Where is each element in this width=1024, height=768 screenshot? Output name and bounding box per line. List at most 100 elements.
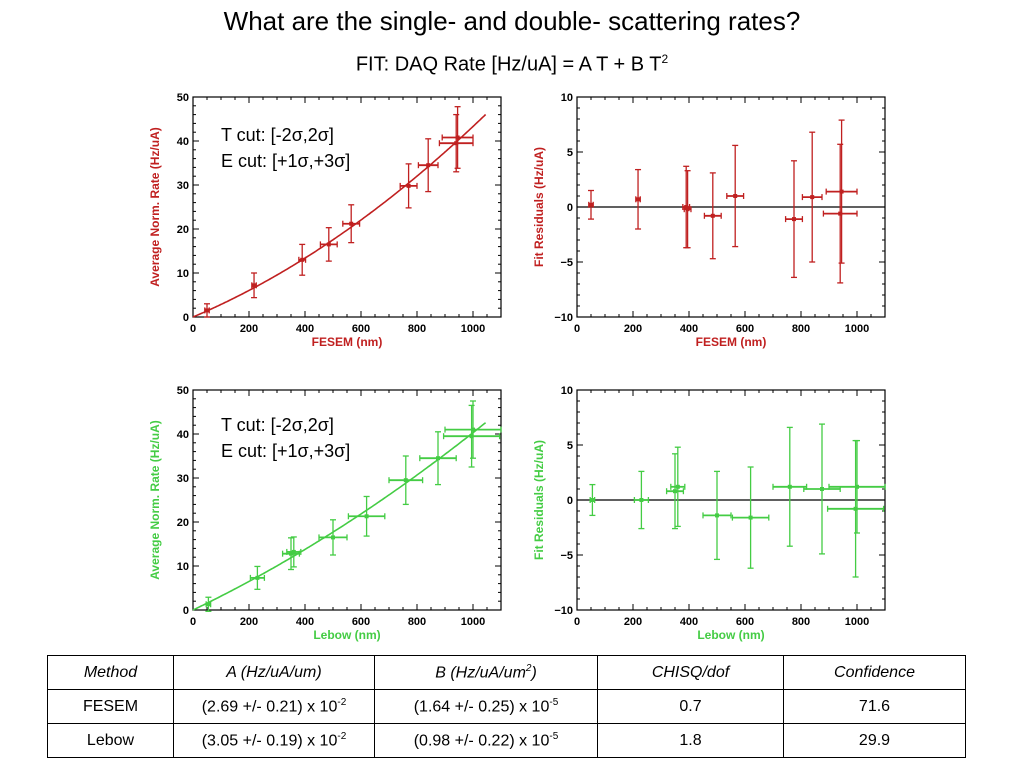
cell-a-exponent: -2: [337, 696, 347, 708]
table-header-row: Method A (Hz/uA/um) B (Hz/uA/um2) CHISQ/…: [47, 655, 966, 690]
point-marker: [810, 195, 815, 200]
fit-formula: FIT: DAQ Rate [Hz/uA] = A T + B T2: [0, 52, 1024, 77]
cell-confidence: 29.9: [783, 723, 966, 758]
point-marker: [205, 308, 209, 313]
point-marker: [685, 207, 690, 212]
point-marker: [426, 163, 431, 168]
y-tick-label: −10: [554, 312, 573, 324]
point-marker: [636, 197, 641, 202]
data-point: [702, 470, 732, 561]
point-marker: [255, 575, 260, 580]
point-marker: [855, 484, 859, 489]
data-point: [419, 431, 457, 486]
data-point: [318, 519, 348, 556]
data-point: [319, 227, 338, 262]
data-point: [633, 470, 650, 530]
point-marker: [455, 135, 460, 140]
fit-curve: [192, 113, 487, 318]
header-b-exponent: 2: [525, 662, 532, 674]
point-marker: [838, 211, 843, 216]
data-point: [635, 168, 642, 230]
y-tick-label: 0: [567, 202, 573, 214]
point-marker: [639, 498, 644, 502]
point-marker: [406, 183, 411, 188]
x-tick-label: 200: [240, 323, 258, 335]
header-b: B (Hz/uA/um2): [374, 655, 598, 690]
point-marker: [715, 513, 719, 518]
cell-b-value: (1.64 +/- 0.25) x 10: [413, 698, 550, 716]
x-axis-label: Lebow (nm): [313, 628, 380, 642]
data-point: [251, 272, 258, 299]
x-tick-label: 800: [792, 616, 810, 628]
y-tick-label: −10: [554, 605, 573, 617]
y-axis-label: Average Norm. Rate (Hz/uA): [148, 127, 162, 287]
data-point: [665, 453, 685, 530]
cell-chisq: 0.7: [597, 689, 784, 724]
cell-b-exponent: -5: [549, 730, 559, 742]
data-point: [399, 163, 418, 209]
lebow-residuals-chart: 0 200 400 600 800 1000 −10 −5 0 5 10 Lebow (nm) Fit …: [532, 385, 886, 642]
page-title: What are the single- and double- scatter…: [223, 6, 801, 36]
data-point: [803, 423, 841, 555]
point-marker: [252, 283, 257, 288]
x-tick-label: 800: [408, 616, 426, 628]
y-tick-label: 0: [183, 312, 189, 324]
data-point: [417, 138, 439, 193]
data-point: [589, 483, 596, 517]
data-point: [205, 596, 212, 612]
data-point: [204, 303, 210, 318]
x-axis-label: Lebow (nm): [697, 628, 764, 642]
cell-a-value: (3.05 +/- 0.19) x 10: [201, 732, 338, 750]
x-tick-label: 400: [680, 323, 698, 335]
data-point: [286, 536, 302, 568]
point-marker: [300, 257, 305, 262]
cell-b-exponent: -5: [549, 696, 559, 708]
x-tick-label: 1000: [845, 616, 869, 628]
fit-results-table: Method A (Hz/uA/um) B (Hz/uA/um2) CHISQ/…: [47, 655, 966, 758]
data-point: [438, 113, 474, 173]
data-point: [298, 243, 307, 276]
x-tick-label: 800: [792, 323, 810, 335]
x-tick-label: 0: [574, 616, 580, 628]
data-point: [670, 446, 686, 528]
point-marker: [589, 202, 593, 207]
x-tick-label: 200: [240, 616, 258, 628]
cell-a: (3.05 +/- 0.19) x 10-2: [173, 723, 375, 758]
y-tick-label: 10: [561, 385, 573, 397]
header-b-suffix: ): [531, 664, 537, 682]
header-method: Method: [47, 655, 174, 690]
y-tick-label: 10: [561, 92, 573, 104]
point-marker: [748, 515, 753, 520]
y-tick-label: 0: [183, 605, 189, 617]
point-marker: [436, 456, 440, 461]
e-cut-label: E cut: [+1σ,+3σ]: [221, 441, 351, 461]
point-marker: [590, 498, 595, 502]
data-point: [822, 143, 858, 284]
fesem-rate-chart: 0 200 400 600 800 1000 0 10 20 30 40 50 FESEM (nm) Av…: [148, 92, 502, 349]
point-marker: [289, 551, 293, 556]
cell-b: (1.64 +/- 0.25) x 10-5: [374, 689, 598, 724]
y-tick-label: −5: [560, 550, 573, 562]
x-axis-label: FESEM (nm): [312, 335, 383, 349]
y-tick-label: 5: [567, 440, 573, 452]
cell-confidence: 71.6: [783, 689, 966, 724]
x-tick-label: 600: [352, 323, 370, 335]
data-point: [342, 204, 361, 244]
y-axis-label: Fit Residuals (Hz/uA): [532, 147, 546, 267]
data-point: [828, 439, 886, 534]
y-axis-label: Average Norm. Rate (Hz/uA): [148, 420, 162, 580]
x-tick-label: 1000: [461, 616, 485, 628]
point-marker: [403, 478, 408, 483]
point-marker: [469, 434, 474, 439]
data-point: [249, 565, 266, 590]
y-tick-label: 20: [177, 224, 189, 236]
data-point: [588, 189, 594, 220]
cell-method: Lebow: [47, 723, 174, 758]
cell-b: (0.98 +/- 0.22) x 10-5: [374, 723, 598, 758]
cell-chisq: 1.8: [597, 723, 784, 758]
point-marker: [326, 242, 331, 247]
data-point: [347, 495, 386, 537]
data-point: [801, 131, 823, 263]
x-tick-label: 0: [190, 616, 196, 628]
header-confidence: Confidence: [783, 655, 966, 690]
